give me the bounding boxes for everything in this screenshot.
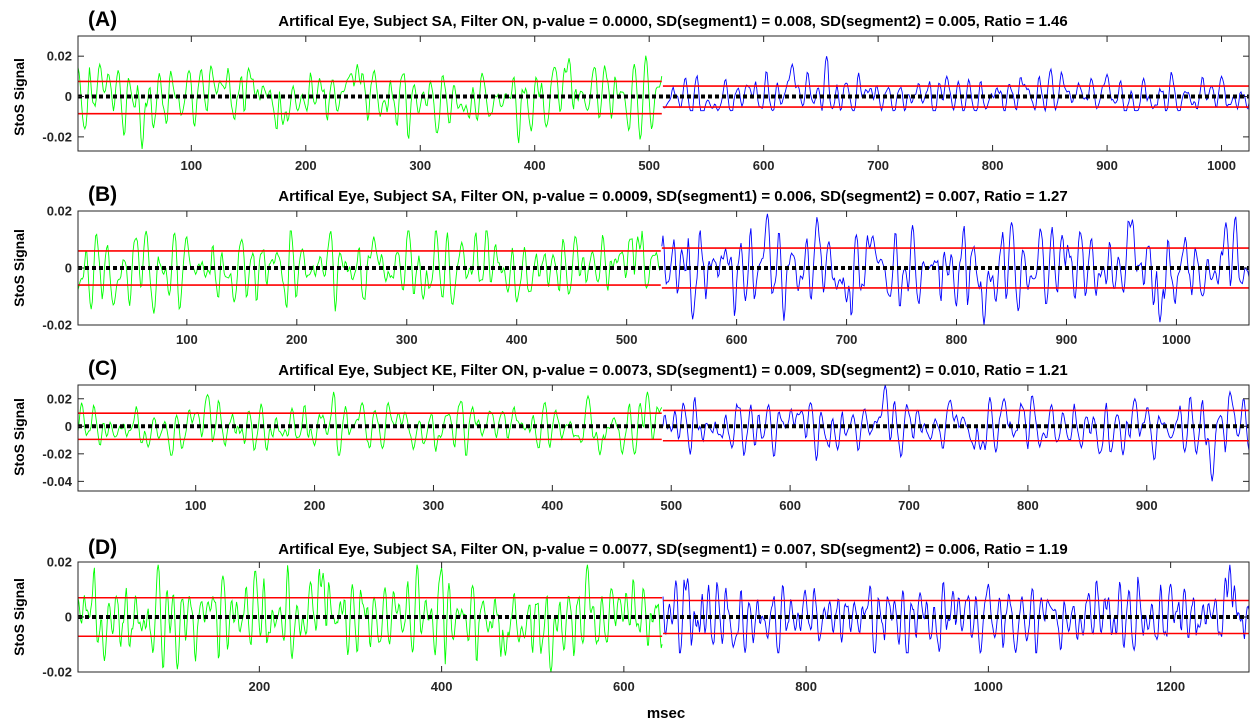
signal-line-segment1 xyxy=(78,55,663,150)
panel-label: (A) xyxy=(88,8,117,31)
panel-title: Artifical Eye, Subject SA, Filter ON, p-… xyxy=(278,541,1068,558)
y-axis-label: StoS Signal xyxy=(11,229,27,307)
x-tick-label: 400 xyxy=(541,498,563,513)
signal-line-segment2 xyxy=(662,564,1249,655)
x-tick-label: 300 xyxy=(396,332,418,347)
panel-title: Artifical Eye, Subject SA, Filter ON, p-… xyxy=(278,188,1068,205)
signal-line-segment2 xyxy=(662,56,1249,113)
x-tick-label: 700 xyxy=(867,158,889,173)
panel-label: (B) xyxy=(88,183,117,206)
x-tick-label: 400 xyxy=(506,332,528,347)
plot-area xyxy=(78,213,1249,325)
x-tick-label: 200 xyxy=(286,332,308,347)
x-tick-label: 1200 xyxy=(1156,679,1185,694)
x-tick-label: 200 xyxy=(295,158,317,173)
axes-box xyxy=(77,384,1250,492)
x-tick-label: 600 xyxy=(613,679,635,694)
panel-b: (B) Artifical Eye, Subject SA, Filter ON… xyxy=(11,183,1250,347)
y-tick-label: -0.02 xyxy=(42,665,72,680)
y-tick-label: 0.02 xyxy=(47,49,72,64)
plot-area xyxy=(78,55,1249,150)
x-tick-label: 100 xyxy=(185,498,207,513)
x-axis-label: msec xyxy=(647,705,685,722)
x-tick-label: 100 xyxy=(180,158,202,173)
x-tick-label: 500 xyxy=(616,332,638,347)
x-tick-label: 200 xyxy=(304,498,326,513)
x-tick-label: 900 xyxy=(1096,158,1118,173)
x-tick-label: 900 xyxy=(1056,332,1078,347)
x-tick-label: 900 xyxy=(1136,498,1158,513)
y-tick-label: 0.02 xyxy=(47,391,72,406)
signal-line-segment2 xyxy=(661,213,1249,325)
x-tick-label: 800 xyxy=(982,158,1004,173)
x-tick-label: 600 xyxy=(779,498,801,513)
x-tick-label: 1000 xyxy=(1207,158,1236,173)
signal-line-segment2 xyxy=(662,385,1249,482)
panel-title: Artifical Eye, Subject SA, Filter ON, p-… xyxy=(278,13,1068,30)
x-tick-label: 400 xyxy=(524,158,546,173)
panel-label: (D) xyxy=(88,536,117,559)
x-tick-label: 300 xyxy=(423,498,445,513)
panel-label: (C) xyxy=(88,357,117,380)
y-tick-label: 0.02 xyxy=(47,555,72,570)
x-tick-label: 1000 xyxy=(1162,332,1191,347)
signal-line-segment1 xyxy=(78,564,663,672)
x-tick-label: 500 xyxy=(638,158,660,173)
y-tick-label: -0.02 xyxy=(42,446,72,461)
x-tick-label: 700 xyxy=(836,332,858,347)
panel-title: Artifical Eye, Subject KE, Filter ON, p-… xyxy=(278,362,1068,379)
y-axis-label: StoS Signal xyxy=(11,578,27,656)
plot-area xyxy=(78,385,1249,482)
y-tick-label: -0.02 xyxy=(42,129,72,144)
signal-line-segment1 xyxy=(78,391,663,456)
axes-box xyxy=(77,35,1250,152)
x-tick-label: 1000 xyxy=(974,679,1003,694)
x-tick-label: 500 xyxy=(660,498,682,513)
x-tick-label: 800 xyxy=(1017,498,1039,513)
y-tick-label: 0 xyxy=(65,419,72,434)
x-tick-label: 800 xyxy=(795,679,817,694)
x-tick-label: 400 xyxy=(431,679,453,694)
y-tick-label: 0 xyxy=(65,89,72,104)
x-tick-label: 100 xyxy=(176,332,198,347)
y-tick-label: -0.02 xyxy=(42,318,72,333)
signal-line-segment1 xyxy=(78,230,662,314)
x-tick-label: 300 xyxy=(409,158,431,173)
y-tick-label: -0.04 xyxy=(42,474,72,489)
x-tick-label: 800 xyxy=(946,332,968,347)
y-axis-label: StoS Signal xyxy=(11,58,27,136)
panel-d: (D) Artifical Eye, Subject SA, Filter ON… xyxy=(11,536,1250,694)
x-tick-label: 700 xyxy=(898,498,920,513)
y-tick-label: 0 xyxy=(65,610,72,625)
y-tick-label: 0.02 xyxy=(47,204,72,219)
panel-a: (A) Artifical Eye, Subject SA, Filter ON… xyxy=(11,8,1250,173)
panel-c: (C) Artifical Eye, Subject KE, Filter ON… xyxy=(11,357,1250,513)
y-tick-label: 0 xyxy=(65,261,72,276)
y-axis-label: StoS Signal xyxy=(11,398,27,476)
x-tick-label: 600 xyxy=(753,158,775,173)
x-tick-label: 600 xyxy=(726,332,748,347)
plot-area xyxy=(78,564,1249,672)
x-tick-label: 200 xyxy=(248,679,270,694)
